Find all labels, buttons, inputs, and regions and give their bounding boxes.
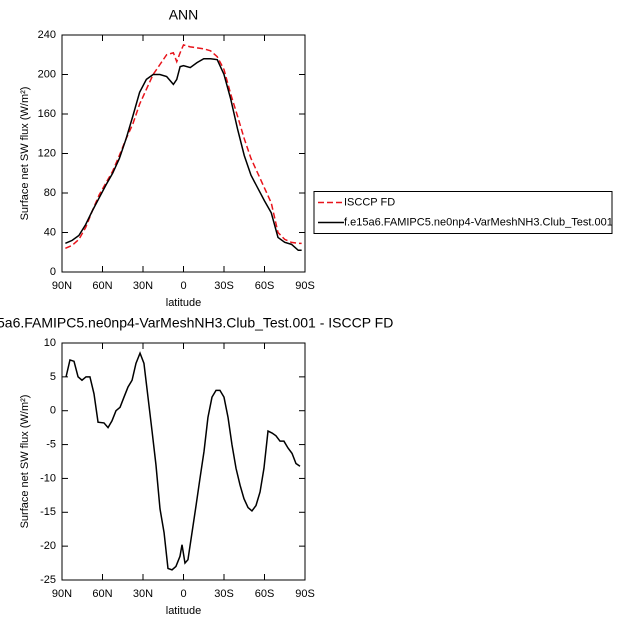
chart-title: ANN <box>169 7 199 23</box>
y-tick-label: 0 <box>50 405 56 417</box>
y-tick-label: 80 <box>44 187 56 199</box>
y-tick-label: 240 <box>38 29 56 41</box>
x-tick-label: 30N <box>133 588 153 600</box>
y-tick-label: -5 <box>46 438 56 450</box>
x-tick-label: 90S <box>295 588 315 600</box>
x-tick-label: 60S <box>255 280 275 292</box>
y-tick-label: 5 <box>50 371 56 383</box>
x-tick-label: 30S <box>214 280 234 292</box>
x-axis-label: latitude <box>166 605 201 617</box>
y-tick-label: 160 <box>38 108 56 120</box>
x-tick-label: 90N <box>52 588 72 600</box>
plot-frame <box>61 342 306 581</box>
legend-box <box>313 191 613 234</box>
x-tick-label: 0 <box>180 280 186 292</box>
x-tick-label: 60S <box>255 588 275 600</box>
x-tick-label: 60N <box>92 588 112 600</box>
x-tick-label: 90S <box>295 280 315 292</box>
data-line <box>65 351 301 571</box>
x-tick-label: 30N <box>133 280 153 292</box>
x-tick-label: 30S <box>214 588 234 600</box>
y-tick-label: 10 <box>44 337 56 349</box>
y-axis-label: Surface net SW flux (W/m²) <box>19 87 31 221</box>
y-tick-label: -20 <box>40 540 56 552</box>
y-axis-label: Surface net SW flux (W/m²) <box>19 395 31 529</box>
x-axis-label: latitude <box>166 297 201 309</box>
plot-frame <box>61 34 306 273</box>
chart-title: f.e15a6.FAMIPC5.ne0np4-VarMeshNH3.Club_T… <box>0 315 393 331</box>
y-tick-label: 40 <box>44 226 56 238</box>
data-line <box>65 57 302 252</box>
y-tick-label: 0 <box>50 266 56 278</box>
y-tick-label: 200 <box>38 68 56 80</box>
x-tick-label: 60N <box>92 280 112 292</box>
y-tick-label: 120 <box>38 147 56 159</box>
y-tick-label: -10 <box>40 472 56 484</box>
legend-label: f.e15a6.FAMIPC5.ne0np4-VarMeshNH3.Club_T… <box>344 216 613 228</box>
y-tick-label: -25 <box>40 574 56 586</box>
y-tick-label: -15 <box>40 506 56 518</box>
x-tick-label: 0 <box>180 588 186 600</box>
x-tick-label: 90N <box>52 280 72 292</box>
legend-label: ISCCP FD <box>344 196 395 208</box>
data-line <box>65 43 302 249</box>
